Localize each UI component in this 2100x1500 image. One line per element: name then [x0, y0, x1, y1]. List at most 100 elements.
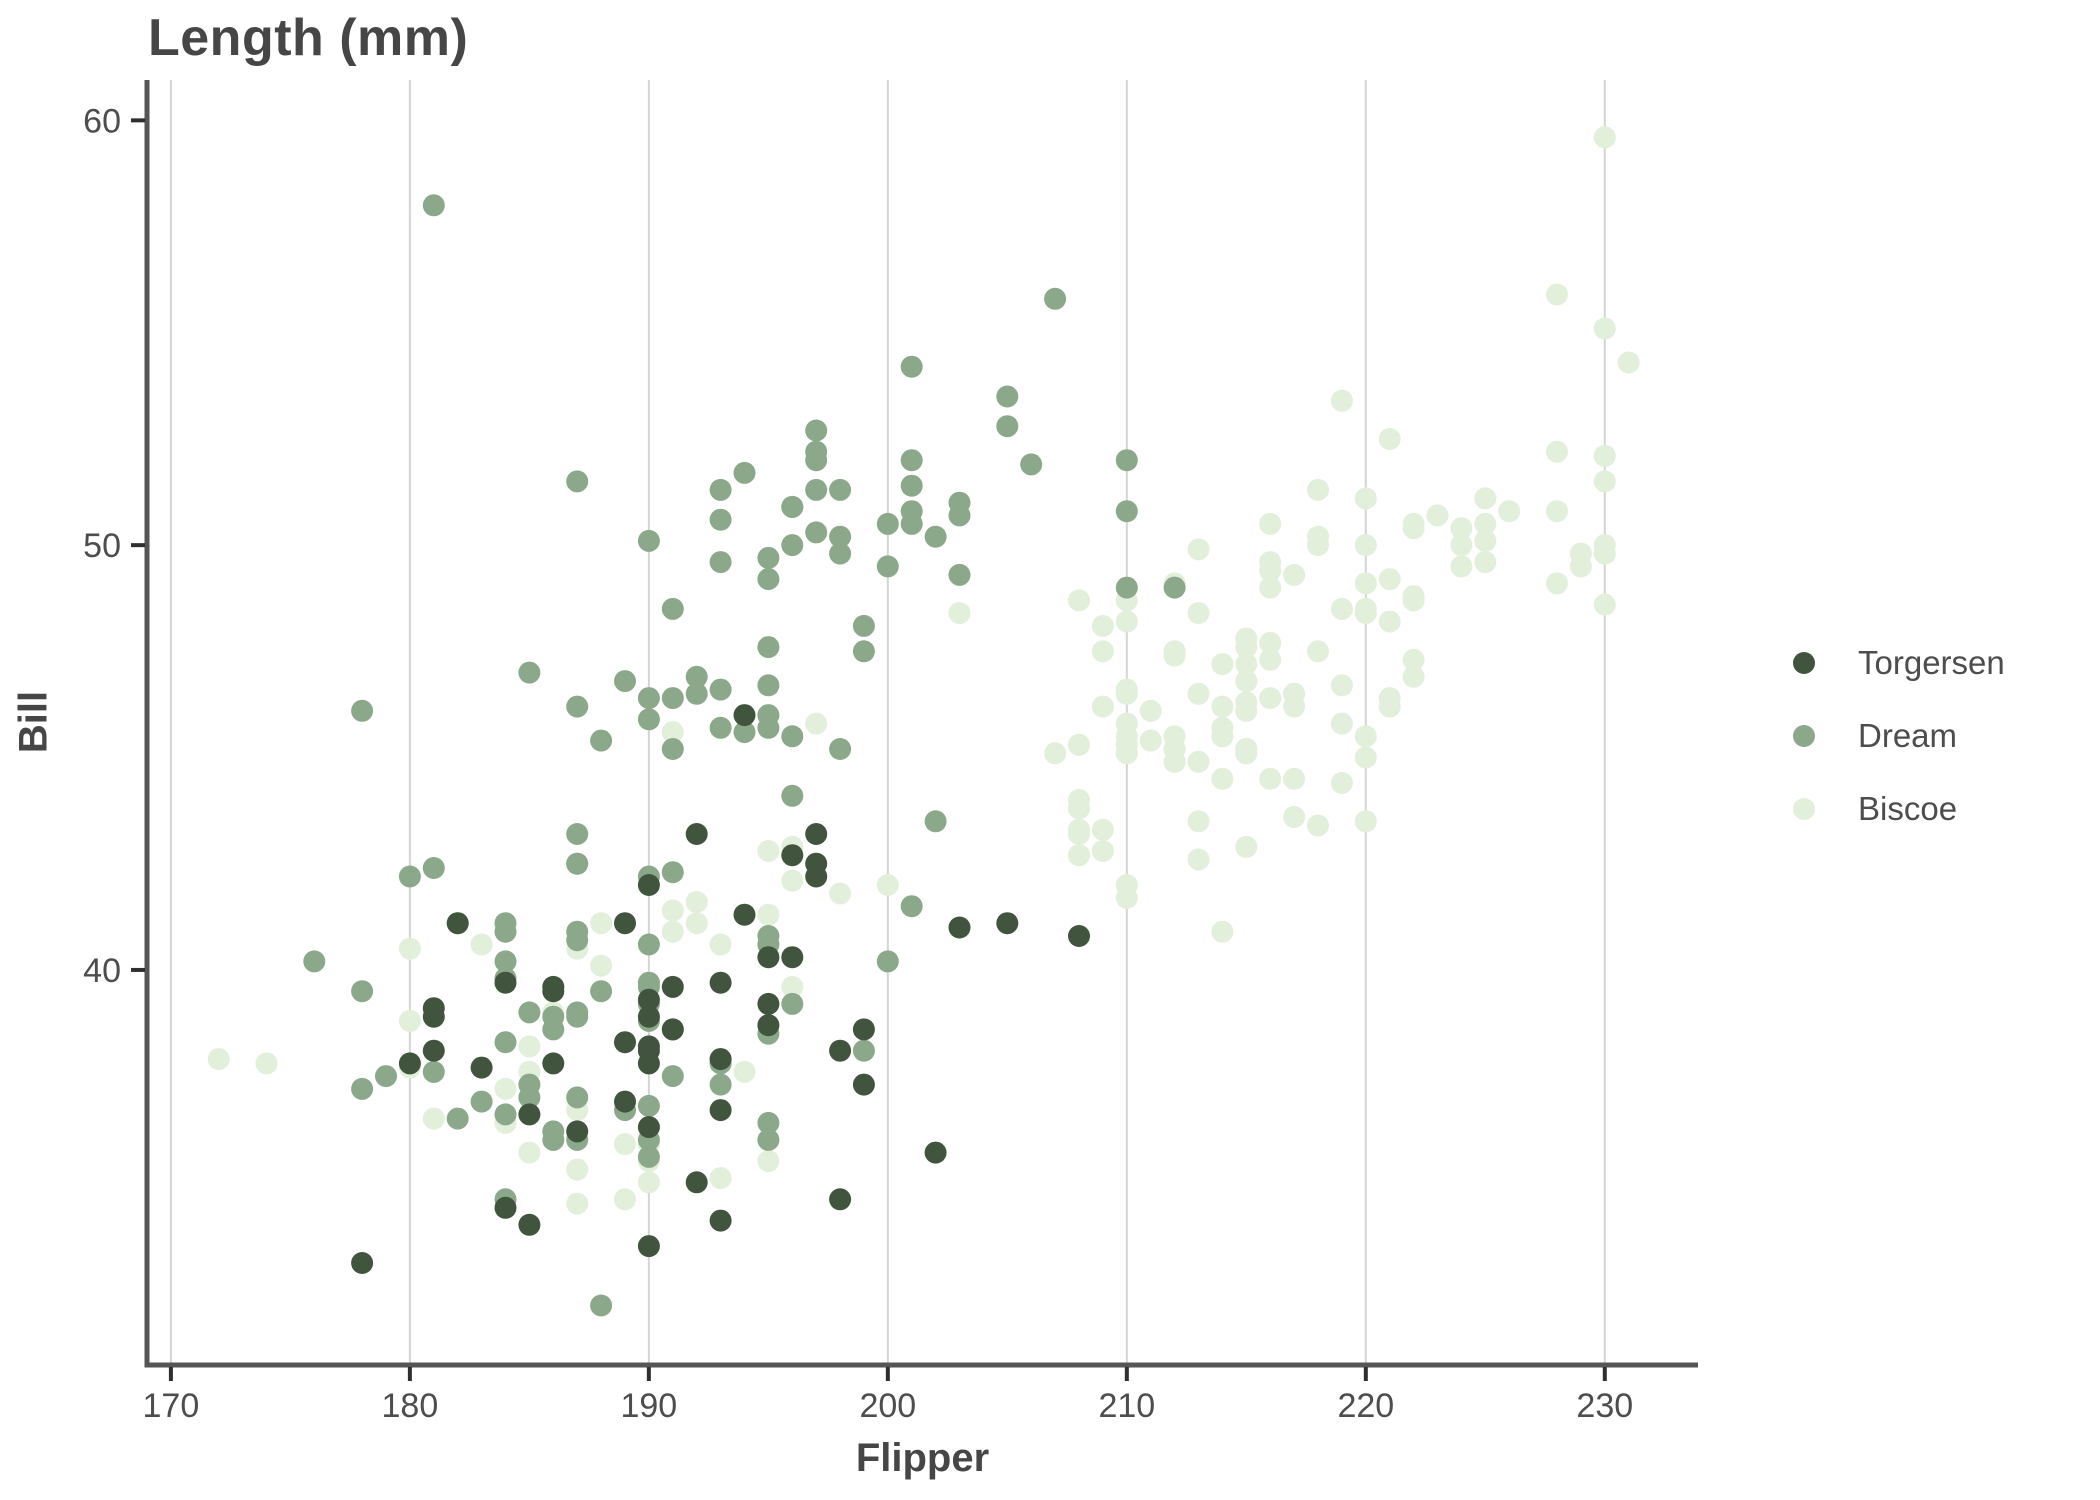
data-point-torgersen [924, 1141, 947, 1164]
data-point-biscoe [1354, 597, 1377, 620]
data-point-biscoe [1593, 470, 1616, 493]
data-point-biscoe [1402, 648, 1425, 671]
data-point-biscoe [1068, 844, 1090, 867]
data-point-dream [829, 542, 852, 565]
data-point-biscoe [709, 933, 732, 956]
data-point-dream [829, 525, 852, 548]
data-point-biscoe [1115, 610, 1138, 633]
data-point-dream [709, 478, 732, 501]
data-point-dream [876, 555, 899, 578]
data-point-dream [709, 716, 732, 739]
data-point-biscoe [1187, 848, 1210, 871]
data-point-torgersen [398, 1052, 421, 1075]
data-point-dream [351, 1077, 374, 1100]
data-point-biscoe [1354, 746, 1377, 769]
data-point-dream [876, 512, 899, 535]
data-point-biscoe [733, 1060, 756, 1083]
data-point-biscoe [1354, 725, 1377, 748]
y-tick-label: 40 [83, 952, 121, 990]
data-point-dream [757, 674, 780, 697]
data-point-dream [614, 670, 636, 693]
data-point-torgersen [852, 1018, 875, 1041]
data-point-dream [781, 784, 804, 807]
data-point-dream [781, 534, 804, 557]
data-point-dream [661, 1065, 684, 1088]
data-point-dream [566, 852, 589, 875]
data-point-biscoe [1402, 665, 1425, 688]
data-point-biscoe [1307, 525, 1329, 548]
data-point-biscoe [1091, 614, 1114, 637]
data-point-biscoe [207, 1048, 230, 1071]
data-point-dream [590, 729, 613, 752]
data-point-dream [542, 1120, 565, 1143]
data-point-biscoe [1068, 589, 1090, 612]
data-point-biscoe [1546, 283, 1568, 306]
data-point-dream [757, 716, 780, 739]
data-point-dream [996, 415, 1019, 438]
data-point-biscoe [1546, 440, 1568, 463]
data-point-dream [709, 678, 732, 701]
data-point-biscoe [1378, 610, 1401, 633]
legend-item-dream: Dream [1775, 699, 2005, 772]
dream-legend-dot-icon [1793, 724, 1815, 747]
data-point-dream [805, 419, 828, 442]
data-point-torgersen [661, 975, 684, 998]
data-point-dream [637, 971, 660, 994]
data-point-biscoe [1044, 742, 1067, 765]
data-point-biscoe [637, 1171, 660, 1194]
data-point-biscoe [1569, 542, 1592, 565]
data-point-biscoe [1091, 818, 1114, 841]
data-point-biscoe [1187, 602, 1210, 625]
data-point-biscoe [566, 1158, 589, 1181]
data-point-torgersen [709, 1209, 732, 1232]
data-point-biscoe [1307, 814, 1329, 837]
data-point-dream [757, 636, 780, 659]
data-point-biscoe [1498, 500, 1521, 523]
data-point-biscoe [566, 1192, 589, 1215]
data-point-biscoe [1330, 597, 1353, 620]
x-tick-label: 170 [143, 1387, 200, 1425]
data-point-torgersen [852, 1073, 875, 1096]
data-point-dream [829, 478, 852, 501]
data-point-dream [924, 810, 947, 833]
data-point-biscoe [1354, 487, 1377, 510]
torgersen-legend-dot-icon [1793, 651, 1815, 674]
data-point-biscoe [518, 1035, 541, 1058]
data-point-torgersen [733, 903, 756, 926]
data-point-biscoe [661, 721, 684, 744]
data-point-biscoe [1283, 563, 1306, 586]
data-point-dream [566, 695, 589, 718]
data-point-dream [900, 449, 923, 472]
data-point-biscoe [1115, 725, 1138, 748]
data-point-biscoe [1354, 810, 1377, 833]
data-point-dream [494, 950, 517, 973]
data-point-biscoe [1259, 512, 1282, 535]
data-point-dream [422, 857, 445, 879]
data-point-dream [422, 194, 445, 217]
data-point-biscoe [1593, 317, 1616, 340]
data-point-dream [900, 474, 923, 497]
data-point-dream [566, 1005, 589, 1028]
data-point-biscoe [1593, 126, 1616, 149]
x-tick-label: 200 [859, 1387, 916, 1425]
data-point-biscoe [805, 712, 828, 735]
data-point-torgersen [446, 912, 469, 935]
data-point-dream [637, 529, 660, 552]
data-point-dream [757, 568, 780, 591]
data-point-torgersen [470, 1056, 493, 1079]
data-point-biscoe [1091, 840, 1114, 862]
data-point-dream [518, 1073, 541, 1096]
legend: Torgersen Dream Biscoe [1775, 626, 2005, 845]
data-point-biscoe [1450, 555, 1473, 578]
data-point-torgersen [757, 1014, 780, 1037]
data-point-biscoe [876, 874, 899, 896]
data-point-torgersen [494, 971, 517, 994]
data-point-torgersen [948, 916, 971, 939]
data-point-dream [637, 1094, 660, 1117]
data-point-dream [900, 895, 923, 918]
data-point-biscoe [1211, 716, 1234, 739]
data-point-biscoe [398, 1009, 421, 1032]
data-point-biscoe [1354, 534, 1377, 557]
data-point-biscoe [1115, 886, 1138, 909]
